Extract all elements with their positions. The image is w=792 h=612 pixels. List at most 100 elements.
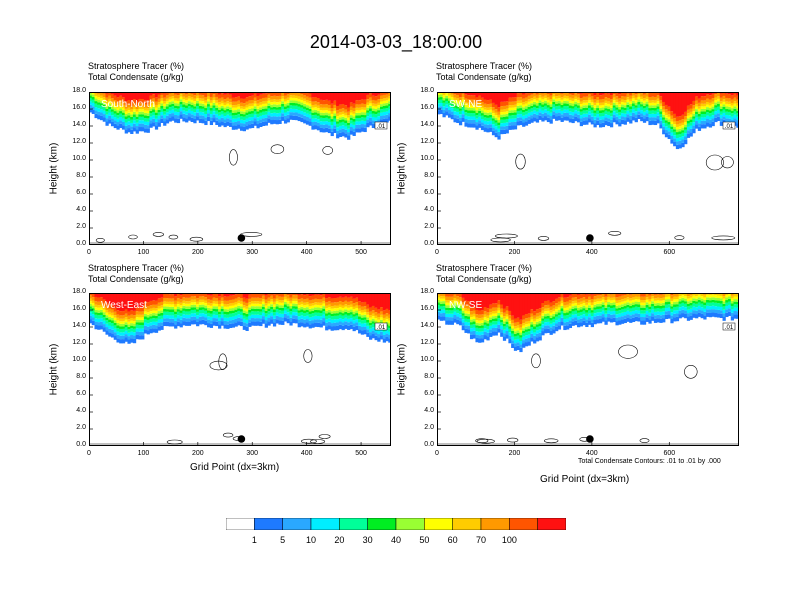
tracer-cell [656, 297, 660, 301]
tracer-cell [226, 118, 230, 122]
tracer-cell [670, 118, 674, 122]
tracer-cell [667, 131, 671, 135]
tracer-cell [119, 100, 123, 104]
tracer-cell [527, 331, 531, 335]
tracer-cell [681, 127, 685, 131]
tracer-cell [618, 320, 622, 325]
tracer-cell [494, 324, 498, 328]
tracer-cell [478, 293, 482, 311]
tracer-cell [590, 104, 594, 108]
tracer-cell [99, 109, 104, 113]
tracer-cell [469, 105, 474, 108]
tracer-cell [196, 92, 200, 96]
tracer-cell [141, 127, 145, 132]
tracer-cell [132, 127, 137, 132]
tracer-cell [215, 92, 219, 97]
tracer-cell [538, 102, 542, 106]
tracer-cell [341, 313, 345, 316]
tracer-cell [325, 293, 329, 299]
tracer-cell [330, 319, 334, 324]
tracer-cell [259, 119, 263, 123]
tracer-cell [110, 323, 115, 327]
tracer-cell [483, 319, 487, 323]
tracer-cell [722, 313, 726, 317]
colorbar-swatch [395, 518, 425, 530]
tracer-cell [124, 334, 128, 338]
tracer-cell [651, 120, 655, 125]
tracer-cell [363, 115, 367, 118]
tracer-cell [497, 321, 501, 325]
tracer-cell [132, 315, 137, 319]
tracer-cell [659, 308, 663, 312]
tracer-cell [385, 92, 389, 95]
tracer-cell [336, 313, 340, 316]
tracer-cell [497, 131, 501, 136]
tracer-cell [714, 114, 718, 118]
tracer-cell [623, 300, 627, 304]
tracer-cell [708, 297, 713, 301]
tracer-cell [651, 298, 655, 302]
tracer-cell [355, 305, 359, 308]
tracer-cell [294, 103, 299, 106]
tracer-cell [327, 312, 332, 315]
tracer-cell [89, 98, 93, 102]
tracer-cell [229, 299, 233, 304]
tracer-cell [549, 330, 553, 335]
tracer-cell [253, 306, 257, 309]
tracer-cell [445, 296, 449, 301]
tracer-cell [198, 302, 203, 305]
tracer-cell [319, 107, 323, 111]
tracer-cell [89, 95, 93, 98]
tracer-cell [338, 125, 343, 130]
tracer-cell [196, 315, 200, 319]
tracer-cell [132, 328, 137, 333]
tracer-cell [697, 297, 702, 300]
tracer-cell [511, 101, 515, 106]
panel-3-field-label-1: Stratosphere Tracer (%) [88, 263, 185, 273]
tracer-cell [659, 100, 663, 104]
plot-frame [437, 92, 739, 245]
tracer-cell [261, 312, 266, 317]
tracer-cell [571, 115, 575, 119]
tracer-cell [497, 92, 501, 108]
tracer-cell [209, 120, 214, 126]
colorbar-label: 40 [390, 535, 402, 545]
tracer-cell [489, 112, 493, 115]
tracer-cell [678, 92, 682, 117]
tracer-cell [472, 110, 476, 114]
tracer-cell [163, 297, 167, 302]
tracer-cell [327, 293, 332, 298]
tracer-cell [179, 293, 183, 296]
tracer-cell [511, 325, 515, 329]
tracer-cell [475, 107, 479, 111]
tracer-cell [201, 299, 205, 303]
tracer-cell [110, 333, 115, 338]
tracer-cell [267, 100, 271, 104]
tracer-cell [226, 317, 230, 322]
tracer-cell [634, 94, 638, 98]
tracer-cell [363, 124, 367, 128]
tracer-cell [651, 107, 655, 111]
tracer-cell [513, 114, 518, 119]
tracer-cell [303, 305, 307, 308]
tracer-cell [371, 105, 376, 109]
tracer-cell [363, 301, 367, 307]
tracer-cell [294, 100, 299, 104]
tracer-cell [297, 96, 301, 99]
tracer-cell [319, 127, 323, 133]
tracer-cell [360, 114, 365, 118]
tracer-cell [491, 107, 496, 111]
tracer-cell [256, 308, 260, 312]
tracer-cell [358, 124, 362, 129]
tracer-cell [234, 294, 238, 299]
tracer-cell [110, 118, 115, 122]
tracer-cell [568, 105, 573, 108]
tracer-cell [371, 321, 376, 324]
tracer-cell [681, 139, 685, 143]
colorbar-swatch [537, 518, 566, 530]
tracer-cell [703, 100, 707, 104]
tracer-cell [119, 326, 123, 329]
tracer-cell [176, 298, 181, 302]
tracer-cell [546, 114, 551, 118]
tracer-cell [530, 103, 534, 106]
